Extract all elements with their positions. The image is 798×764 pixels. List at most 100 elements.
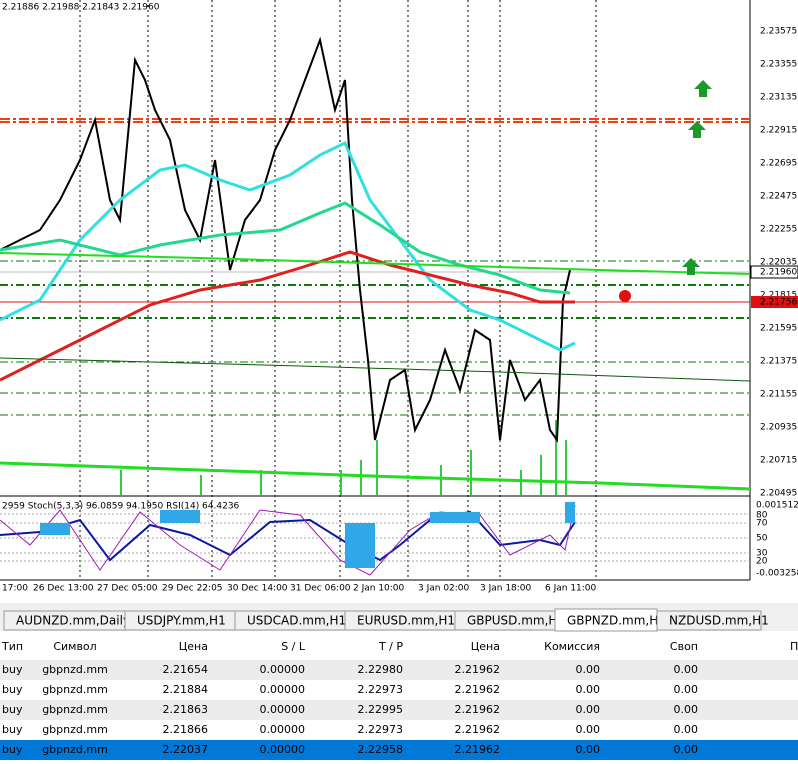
price-label: 2.22915: [760, 126, 797, 136]
cell: 2.21962: [455, 683, 501, 696]
cell: 0.00: [674, 683, 699, 696]
price-label: 2.22255: [760, 225, 797, 235]
cell: 0.00: [674, 743, 699, 756]
ma-long2: [0, 461, 751, 491]
cell: buy: [2, 663, 23, 676]
price: [0, 36, 571, 443]
price-label: 2.22475: [760, 192, 797, 202]
indicator-lines: [0, 504, 750, 576]
current-price-box: [750, 265, 798, 279]
column-header: Символ: [53, 640, 96, 653]
cell: 0.00000: [260, 703, 306, 716]
cell: 2.22037: [163, 743, 209, 756]
time-label: 17:00: [2, 584, 28, 594]
cell: buy: [2, 723, 23, 736]
cell: 2.21962: [455, 663, 501, 676]
current-price: 2.21960: [760, 268, 797, 278]
ohlc: 2.21886 2.21988 2.21843 2.21960: [2, 3, 160, 13]
time-label: 31 Dec 06:00: [290, 584, 351, 594]
cell: 0.00: [674, 723, 699, 736]
price-label: 2.20715: [760, 456, 797, 466]
indicator-header: 2959 Stoch(5,3,3) 96.0859 94.1950 RSI(14…: [2, 502, 240, 512]
cell: 2.21962: [455, 703, 501, 716]
cell: 0.00: [674, 663, 699, 676]
cell: 2.21884: [163, 683, 209, 696]
row[interactable]: [0, 680, 798, 700]
cell: 0.00000: [260, 723, 306, 736]
sell-marker: [619, 290, 631, 302]
cell: 0.00: [576, 683, 601, 696]
ma-slow: [0, 250, 575, 382]
cell: 0.00000: [260, 683, 306, 696]
cell: 2.22973: [358, 723, 404, 736]
indicator-label: -0.003258: [756, 569, 798, 579]
cell: 2.21962: [455, 743, 501, 756]
cell: gbpnzd.mm: [42, 703, 108, 716]
indicator-label: 20: [756, 557, 768, 567]
time-label: 29 Dec 22:05: [162, 584, 223, 594]
time-label: 6 Jan 11:00: [545, 584, 597, 594]
price-label: 2.20495: [760, 489, 797, 499]
tab-label[interactable]: GBPUSD.mm,H1: [467, 614, 565, 628]
column-header: Своп: [670, 640, 698, 653]
volume: [120, 420, 567, 495]
cell: 0.00: [576, 663, 601, 676]
cell: 2.21863: [163, 703, 209, 716]
tab-label[interactable]: AUDNZD.mm,Daily: [16, 614, 130, 628]
column-header: Цена: [471, 640, 500, 653]
price-label: 2.23575: [760, 27, 797, 37]
time-label: 30 Dec 14:00: [227, 584, 288, 594]
tab-label[interactable]: USDJPY.mm,H1: [137, 614, 226, 628]
cell: 2.22973: [358, 683, 404, 696]
price-label: 2.21375: [760, 357, 797, 367]
cell: buy: [2, 743, 23, 756]
cell: gbpnzd.mm: [42, 683, 108, 696]
cell: 2.21962: [455, 723, 501, 736]
ma-mid: [0, 201, 571, 295]
macd-bars: [40, 502, 575, 568]
price-label: 2.22695: [760, 159, 797, 169]
cell: 2.22995: [358, 703, 404, 716]
cell: 0.00: [576, 723, 601, 736]
price-label: 2.20935: [760, 423, 797, 433]
row[interactable]: [0, 660, 798, 680]
row[interactable]: [0, 720, 798, 740]
time-label: 27 Dec 05:00: [97, 584, 158, 594]
arrows: [682, 80, 712, 275]
indicator-label: 70: [756, 519, 768, 529]
indicator-label: 0.001512: [756, 501, 798, 511]
tab-label[interactable]: NZDUSD.mm,H1: [669, 614, 769, 628]
price-label: 2.21595: [760, 324, 797, 334]
cell: 0.00: [576, 743, 601, 756]
column-header: Комиссия: [544, 640, 600, 653]
column-header: T / P: [378, 640, 403, 653]
indicator-label: 50: [756, 534, 768, 544]
column-header: Тип: [1, 640, 23, 653]
time-label: 2 Jan 10:00: [353, 584, 405, 594]
time-label: 3 Jan 18:00: [480, 584, 532, 594]
tab-label[interactable]: USDCAD.mm,H1: [247, 614, 346, 628]
cell: 0.00: [576, 703, 601, 716]
positions-table: Тип Символ Цена S / L T / P Цена Комиссия Своп П…: [0, 640, 798, 760]
line-price-box: [751, 296, 798, 308]
row[interactable]: [0, 740, 798, 760]
tab-label[interactable]: EURUSD.mm,H1: [357, 614, 455, 628]
cell: 2.22958: [358, 743, 404, 756]
indicator-label: 80: [756, 511, 768, 521]
tab[interactable]: [656, 610, 762, 631]
cell: buy: [2, 683, 23, 696]
price-label: 2.21155: [760, 390, 797, 400]
cell: gbpnzd.mm: [42, 663, 108, 676]
price-label: 2.21815: [760, 291, 797, 301]
price-label: 2.23135: [760, 93, 797, 103]
ma-long3: [0, 357, 751, 382]
row[interactable]: [0, 700, 798, 720]
cell: 2.22980: [358, 663, 404, 676]
tab-label[interactable]: GBPNZD.mm,H1: [567, 614, 666, 628]
cell: 0.00000: [260, 743, 306, 756]
cell: 2.21654: [163, 663, 209, 676]
cell: 0.00000: [260, 663, 306, 676]
cell: 2.21866: [163, 723, 209, 736]
